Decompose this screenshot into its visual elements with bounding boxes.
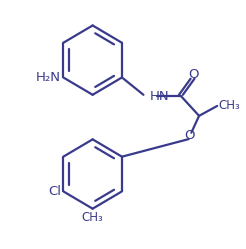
Text: CH₃: CH₃ (218, 99, 240, 113)
Text: CH₃: CH₃ (82, 211, 104, 224)
Text: O: O (184, 129, 195, 142)
Text: H₂N: H₂N (36, 71, 61, 84)
Text: Cl: Cl (48, 185, 61, 198)
Text: O: O (188, 68, 198, 81)
Text: HN: HN (150, 90, 169, 103)
